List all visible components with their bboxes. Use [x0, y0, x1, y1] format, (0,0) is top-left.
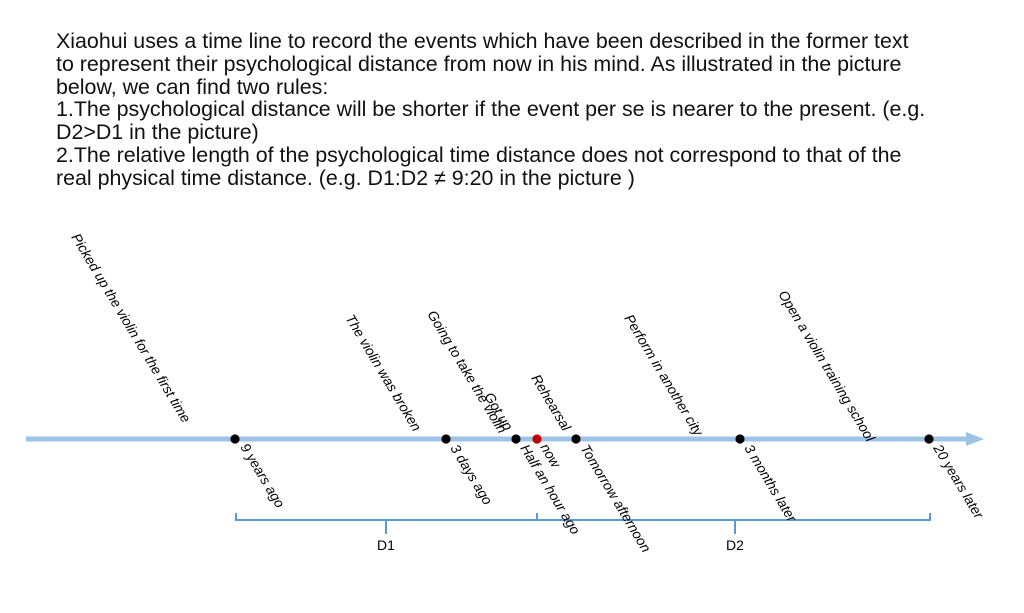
time-label: Tomorrow afternoon [577, 442, 653, 555]
description-line: to represent their psychological distanc… [56, 51, 902, 76]
event-training-school: Open a violin training school 20 years l… [775, 288, 987, 523]
description-line: 1.The psychological distance will be sho… [56, 97, 926, 122]
description-text: Xiaohui uses a time line to record the e… [56, 30, 986, 190]
description-line: below, we can find two rules: [56, 74, 329, 99]
description-line: Xiaohui uses a time line to record the e… [56, 29, 909, 53]
time-label: 9 years ago [237, 441, 287, 511]
time-label: 3 days ago [447, 442, 495, 508]
event-label: Rehearsal [528, 372, 574, 434]
event-marker [230, 434, 240, 444]
description-line: 2.The relative length of the psychologic… [56, 142, 902, 167]
event-label: Open a violin training school [775, 288, 878, 445]
event-label: The violin was broken [342, 312, 424, 434]
event-marker [924, 434, 934, 444]
event-label: Picked up the violin for the first time [68, 231, 193, 426]
event-first-violin: Picked up the violin for the first time … [68, 231, 287, 511]
distance-label-d2: D2 [726, 537, 744, 553]
event-marker [441, 434, 451, 444]
event-violin-broken: The violin was broken 3 days ago [342, 312, 495, 508]
description-line: real physical time distance. (e.g. D1:D2… [56, 165, 635, 190]
event-label: Perform in another city [621, 312, 706, 440]
now-marker [532, 434, 542, 444]
event-marker [735, 434, 745, 444]
distance-label-d1: D1 [377, 537, 395, 553]
event-marker [571, 434, 581, 444]
event-other-city: Perform in another city 3 months later [621, 312, 800, 526]
description-line: D2>D1 in the picture) [56, 120, 259, 145]
time-label: 3 months later [741, 442, 800, 526]
event-marker [511, 434, 521, 444]
time-label: 20 years later [930, 441, 987, 522]
distance-brace-d1 [235, 513, 538, 534]
timeline-arrowhead [966, 432, 984, 446]
distance-brace-d2 [536, 513, 931, 534]
